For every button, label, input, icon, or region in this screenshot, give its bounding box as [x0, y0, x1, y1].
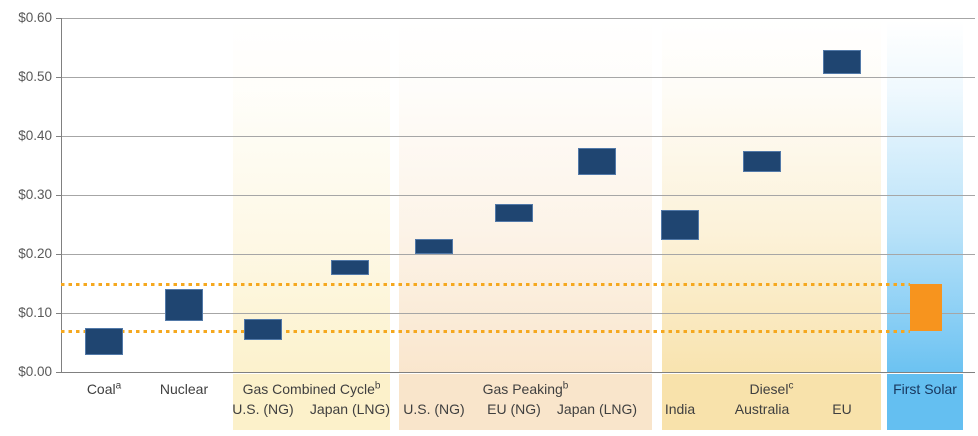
y-tick-label-$0.10: $0.10: [18, 305, 52, 320]
gridline-$0.40: [61, 136, 975, 137]
bar-diesel-india: [661, 210, 699, 240]
y-tick-mark-$0.10: [56, 313, 61, 314]
y-tick-label-$0.60: $0.60: [18, 10, 52, 25]
y-tick-mark-$0.60: [56, 18, 61, 19]
subcategory-label-u-s-ng: U.S. (NG): [403, 401, 465, 417]
gridline-$0.50: [61, 77, 975, 78]
threshold-line-upper: [61, 283, 910, 286]
bar-gas-peaking-eu-ng: [495, 204, 533, 222]
bar-diesel-eu: [823, 50, 861, 74]
y-tick-mark-$0.00: [56, 372, 61, 373]
y-tick-label-$0.40: $0.40: [18, 128, 52, 143]
subcategory-label-u-s-ng: U.S. (NG): [232, 401, 294, 417]
bar-first-solar: [910, 284, 942, 331]
bar-gas-peaking-u-s-ng: [415, 239, 453, 254]
category-label-gas-peaking: Gas Peakingb: [482, 380, 569, 397]
subcategory-label-india: India: [664, 401, 696, 417]
y-tick-label-$0.20: $0.20: [18, 246, 52, 261]
subcategory-label-eu: EU: [832, 401, 852, 417]
category-label-gas-combined-cycle: Gas Combined Cycleb: [242, 380, 381, 397]
y-tick-mark-$0.40: [56, 136, 61, 137]
subcategory-label-japan-lng: Japan (LNG): [309, 401, 391, 417]
bar-gas-combined-cycle-japan-lng: [331, 260, 369, 275]
subcategory-label-australia: Australia: [734, 401, 790, 417]
y-tick-label-$0.50: $0.50: [18, 69, 52, 84]
band-gas-peaking: [399, 20, 652, 372]
x-axis-line: [61, 372, 975, 373]
category-label-diesel: Dieselc: [749, 380, 794, 397]
y-tick-mark-$0.20: [56, 254, 61, 255]
y-tick-label-$0.30: $0.30: [18, 187, 52, 202]
gridline-$0.60: [61, 18, 975, 19]
subcategory-label-eu-ng: EU (NG): [487, 401, 541, 417]
category-label-first-solar: First Solar: [893, 381, 957, 397]
bar-diesel-australia: [743, 151, 781, 172]
y-tick-label-$0.00: $0.00: [18, 364, 52, 379]
band-strip-diesel: [662, 374, 881, 430]
category-label-nuclear: Nuclear: [159, 381, 209, 397]
gridline-$0.20: [61, 254, 975, 255]
threshold-line-lower: [61, 330, 910, 333]
bar-gas-peaking-japan-lng: [578, 148, 616, 175]
bar-gas-combined-cycle-u-s-ng: [244, 319, 282, 340]
gridline-$0.30: [61, 195, 975, 196]
bar-coal: [85, 328, 123, 355]
band-strip-first-solar: [887, 374, 963, 430]
y-tick-mark-$0.50: [56, 77, 61, 78]
category-label-coal: Coala: [86, 380, 122, 397]
subcategory-label-japan-lng: Japan (LNG): [556, 401, 638, 417]
band-strip-gas-peaking: [399, 374, 652, 430]
band-strip-gas-combined-cycle: [233, 374, 390, 430]
gridline-$0.10: [61, 313, 975, 314]
y-tick-mark-$0.30: [56, 195, 61, 196]
bar-nuclear: [165, 289, 203, 321]
y-axis-line: [61, 18, 62, 373]
